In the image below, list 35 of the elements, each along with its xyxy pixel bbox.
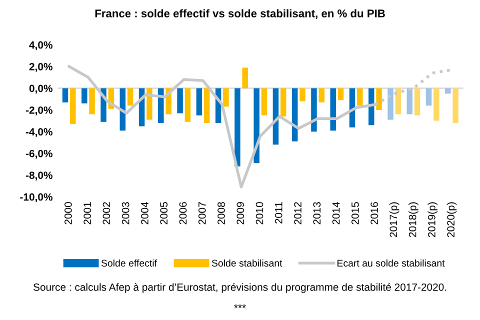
x-tick-label: 2013: [313, 202, 321, 224]
x-tick-label: 2001: [84, 202, 92, 224]
x-tick-label: 2012: [294, 202, 302, 224]
legend-label: Solde effectif: [101, 259, 158, 267]
x-tick-label: 2015: [351, 202, 359, 224]
y-tick-label: 0,0%: [29, 84, 52, 94]
y-tick-label: -4,0%: [26, 128, 52, 138]
x-tick-label: 2005: [160, 202, 168, 224]
text: ***: [234, 304, 246, 308]
x-tick-label: 2010: [256, 202, 264, 224]
x-tick-label: 2002: [102, 202, 110, 224]
x-tick-label: 2011: [274, 202, 282, 224]
x-tick-label: 2006: [179, 202, 187, 224]
y-tick-label: -6,0%: [26, 150, 52, 159]
x-tick-label: 2016: [370, 202, 378, 224]
x-tick-label: 2017(p): [389, 202, 400, 238]
x-tick-label: 2004: [141, 202, 148, 224]
y-tick-label: 4,0%: [29, 41, 52, 50]
y-tick-label: -2,0%: [26, 106, 52, 116]
x-tick-label: 2000: [64, 202, 72, 224]
chart-title: France : solde effectif vs solde stabilisant, en % du PIB: [95, 9, 385, 19]
x-tick-label: 2018(p): [408, 202, 418, 238]
x-tick-label: 2003: [122, 202, 130, 224]
x-tick-label: 2009: [236, 202, 244, 224]
y-tick-label: -10,0%: [20, 193, 52, 202]
x-tick-label: 2014: [332, 202, 340, 224]
y-tick-label: 2,0%: [29, 63, 52, 72]
y-tick-label: -8,0%: [26, 172, 52, 180]
source-note: Source : calculs Afep à partir d’Eurostat, prévisions du programme de stabilité 2017-2020.: [33, 283, 446, 293]
x-tick-label: 2019(p): [428, 202, 438, 238]
legend-label: Solde stabilisant: [212, 259, 282, 267]
x-tick-label: 2007: [198, 202, 206, 224]
legend-label: Ecart au solde stabilisant: [337, 259, 445, 267]
x-tick-label: 2020(p): [446, 202, 457, 238]
x-tick-label: 2008: [218, 202, 225, 224]
